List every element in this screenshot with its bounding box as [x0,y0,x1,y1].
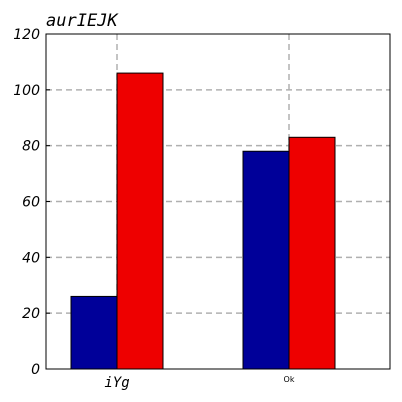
bar [288,136,336,370]
bars [70,72,336,370]
x-tick-label: Ok [284,375,295,384]
bar [116,72,164,370]
chart-title: aurIEJK [46,11,119,31]
y-tick-label: 120 [13,27,40,43]
y-tick-label: 20 [22,306,40,322]
y-tick-label: 80 [22,139,40,155]
y-tick-label: 100 [13,83,40,99]
y-axis-ticks: 0 20 40 60 80 100 120 [13,27,50,378]
bar [242,150,290,370]
y-tick-label: 60 [22,195,40,211]
x-tick-label: iYg [104,375,129,391]
x-axis-ticks: iYg Ok [104,365,295,391]
bar [70,295,118,370]
y-tick-label: 0 [31,362,40,378]
y-tick-label: 40 [22,250,40,266]
